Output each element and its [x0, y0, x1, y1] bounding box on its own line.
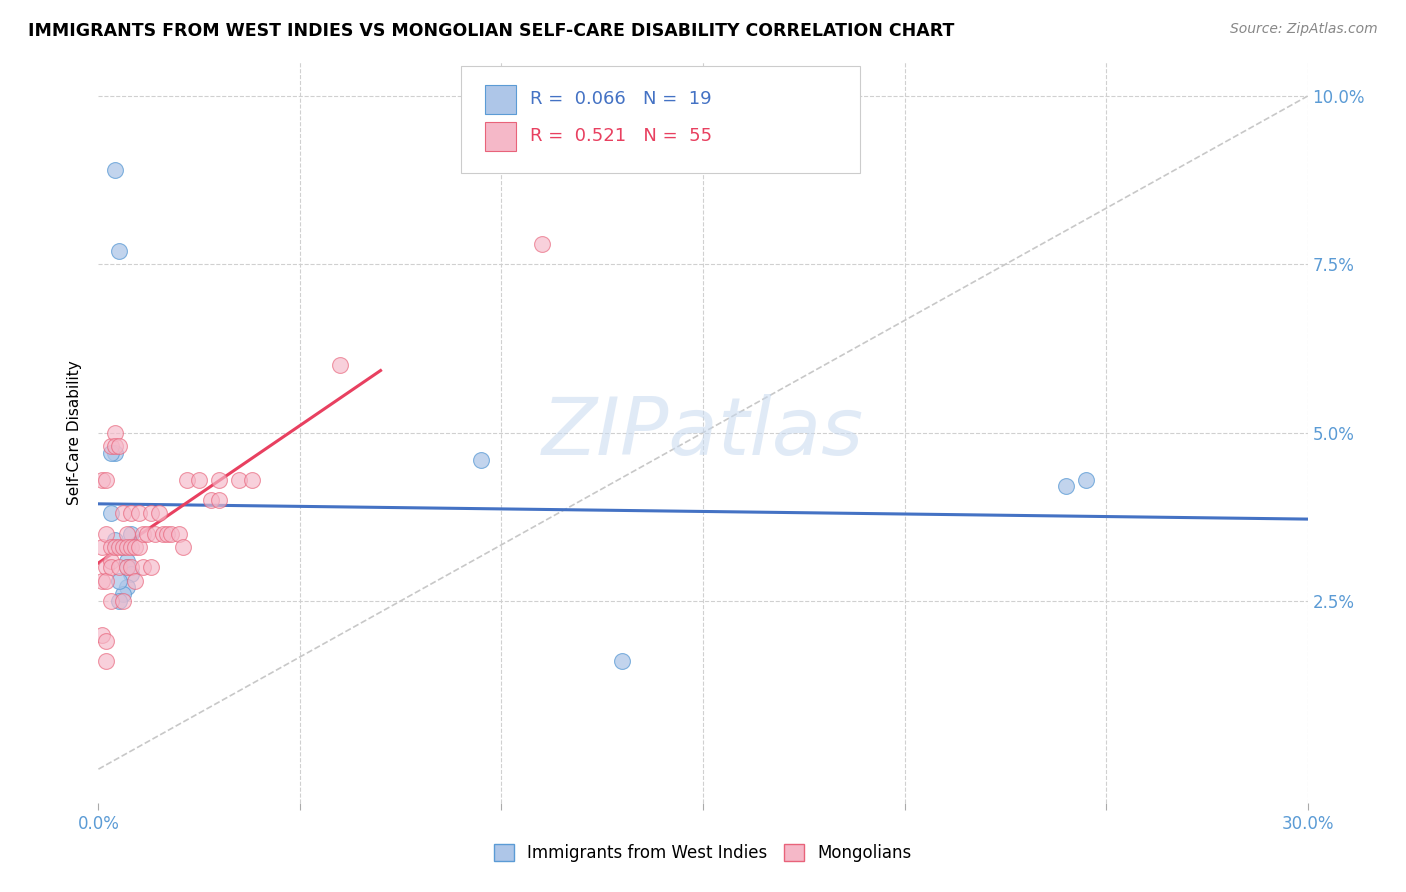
Point [100, 594, 122, 608]
Point [107, 574, 129, 588]
Point [91, 627, 114, 641]
Point [120, 560, 142, 574]
Point [530, 237, 553, 252]
Point [139, 507, 162, 521]
Point [96, 655, 118, 669]
Point [135, 526, 157, 541]
Point [148, 507, 170, 521]
Point [107, 244, 129, 258]
Point [152, 526, 174, 541]
Point [1074, 473, 1097, 487]
Point [167, 526, 190, 541]
Point [120, 540, 142, 554]
Point [115, 540, 138, 554]
Point [120, 507, 142, 521]
Text: R =  0.521   N =  55: R = 0.521 N = 55 [530, 128, 713, 145]
Point [100, 446, 122, 460]
Point [103, 439, 125, 453]
Point [160, 526, 183, 541]
Point [91, 540, 114, 554]
Point [1054, 479, 1077, 493]
Point [103, 540, 125, 554]
Point [96, 526, 118, 541]
Point [107, 439, 129, 453]
Point [91, 473, 114, 487]
Point [329, 359, 352, 373]
Point [172, 540, 194, 554]
Point [96, 574, 118, 588]
Point [208, 473, 231, 487]
Point [100, 439, 122, 453]
Point [111, 594, 134, 608]
FancyBboxPatch shape [485, 85, 516, 114]
Point [612, 655, 634, 669]
Legend: Immigrants from West Indies, Mongolians: Immigrants from West Indies, Mongolians [488, 837, 918, 869]
Point [115, 560, 138, 574]
Point [111, 507, 134, 521]
Point [100, 507, 122, 521]
Point [132, 560, 155, 574]
Point [107, 594, 129, 608]
Point [107, 560, 129, 574]
Point [143, 526, 166, 541]
Point [103, 446, 125, 460]
Y-axis label: Self-Care Disability: Self-Care Disability [67, 360, 83, 505]
Text: ZIPatlas: ZIPatlas [541, 393, 865, 472]
Text: IMMIGRANTS FROM WEST INDIES VS MONGOLIAN SELF-CARE DISABILITY CORRELATION CHART: IMMIGRANTS FROM WEST INDIES VS MONGOLIAN… [28, 22, 955, 40]
Point [132, 526, 155, 541]
Point [96, 473, 118, 487]
Point [103, 425, 125, 440]
Point [240, 473, 263, 487]
Point [188, 473, 211, 487]
Point [156, 526, 179, 541]
Point [115, 526, 138, 541]
Point [96, 634, 118, 648]
Point [128, 507, 150, 521]
Point [111, 540, 134, 554]
Point [96, 560, 118, 574]
Point [208, 492, 231, 507]
FancyBboxPatch shape [461, 66, 860, 173]
Point [91, 574, 114, 588]
Text: R =  0.066   N =  19: R = 0.066 N = 19 [530, 90, 711, 109]
Point [176, 473, 198, 487]
Text: Source: ZipAtlas.com: Source: ZipAtlas.com [1230, 22, 1378, 37]
Point [111, 540, 134, 554]
Point [100, 553, 122, 567]
Point [115, 553, 138, 567]
Point [120, 566, 142, 581]
Point [107, 540, 129, 554]
FancyBboxPatch shape [485, 121, 516, 152]
Point [115, 581, 138, 595]
Point [200, 492, 222, 507]
Point [139, 560, 162, 574]
Point [228, 473, 250, 487]
Point [470, 452, 492, 467]
Point [100, 560, 122, 574]
Point [120, 526, 142, 541]
Point [128, 540, 150, 554]
Point [103, 533, 125, 548]
Point [100, 540, 122, 554]
Point [111, 587, 134, 601]
Point [124, 540, 146, 554]
Point [124, 574, 146, 588]
Point [115, 560, 138, 574]
Point [103, 163, 125, 178]
